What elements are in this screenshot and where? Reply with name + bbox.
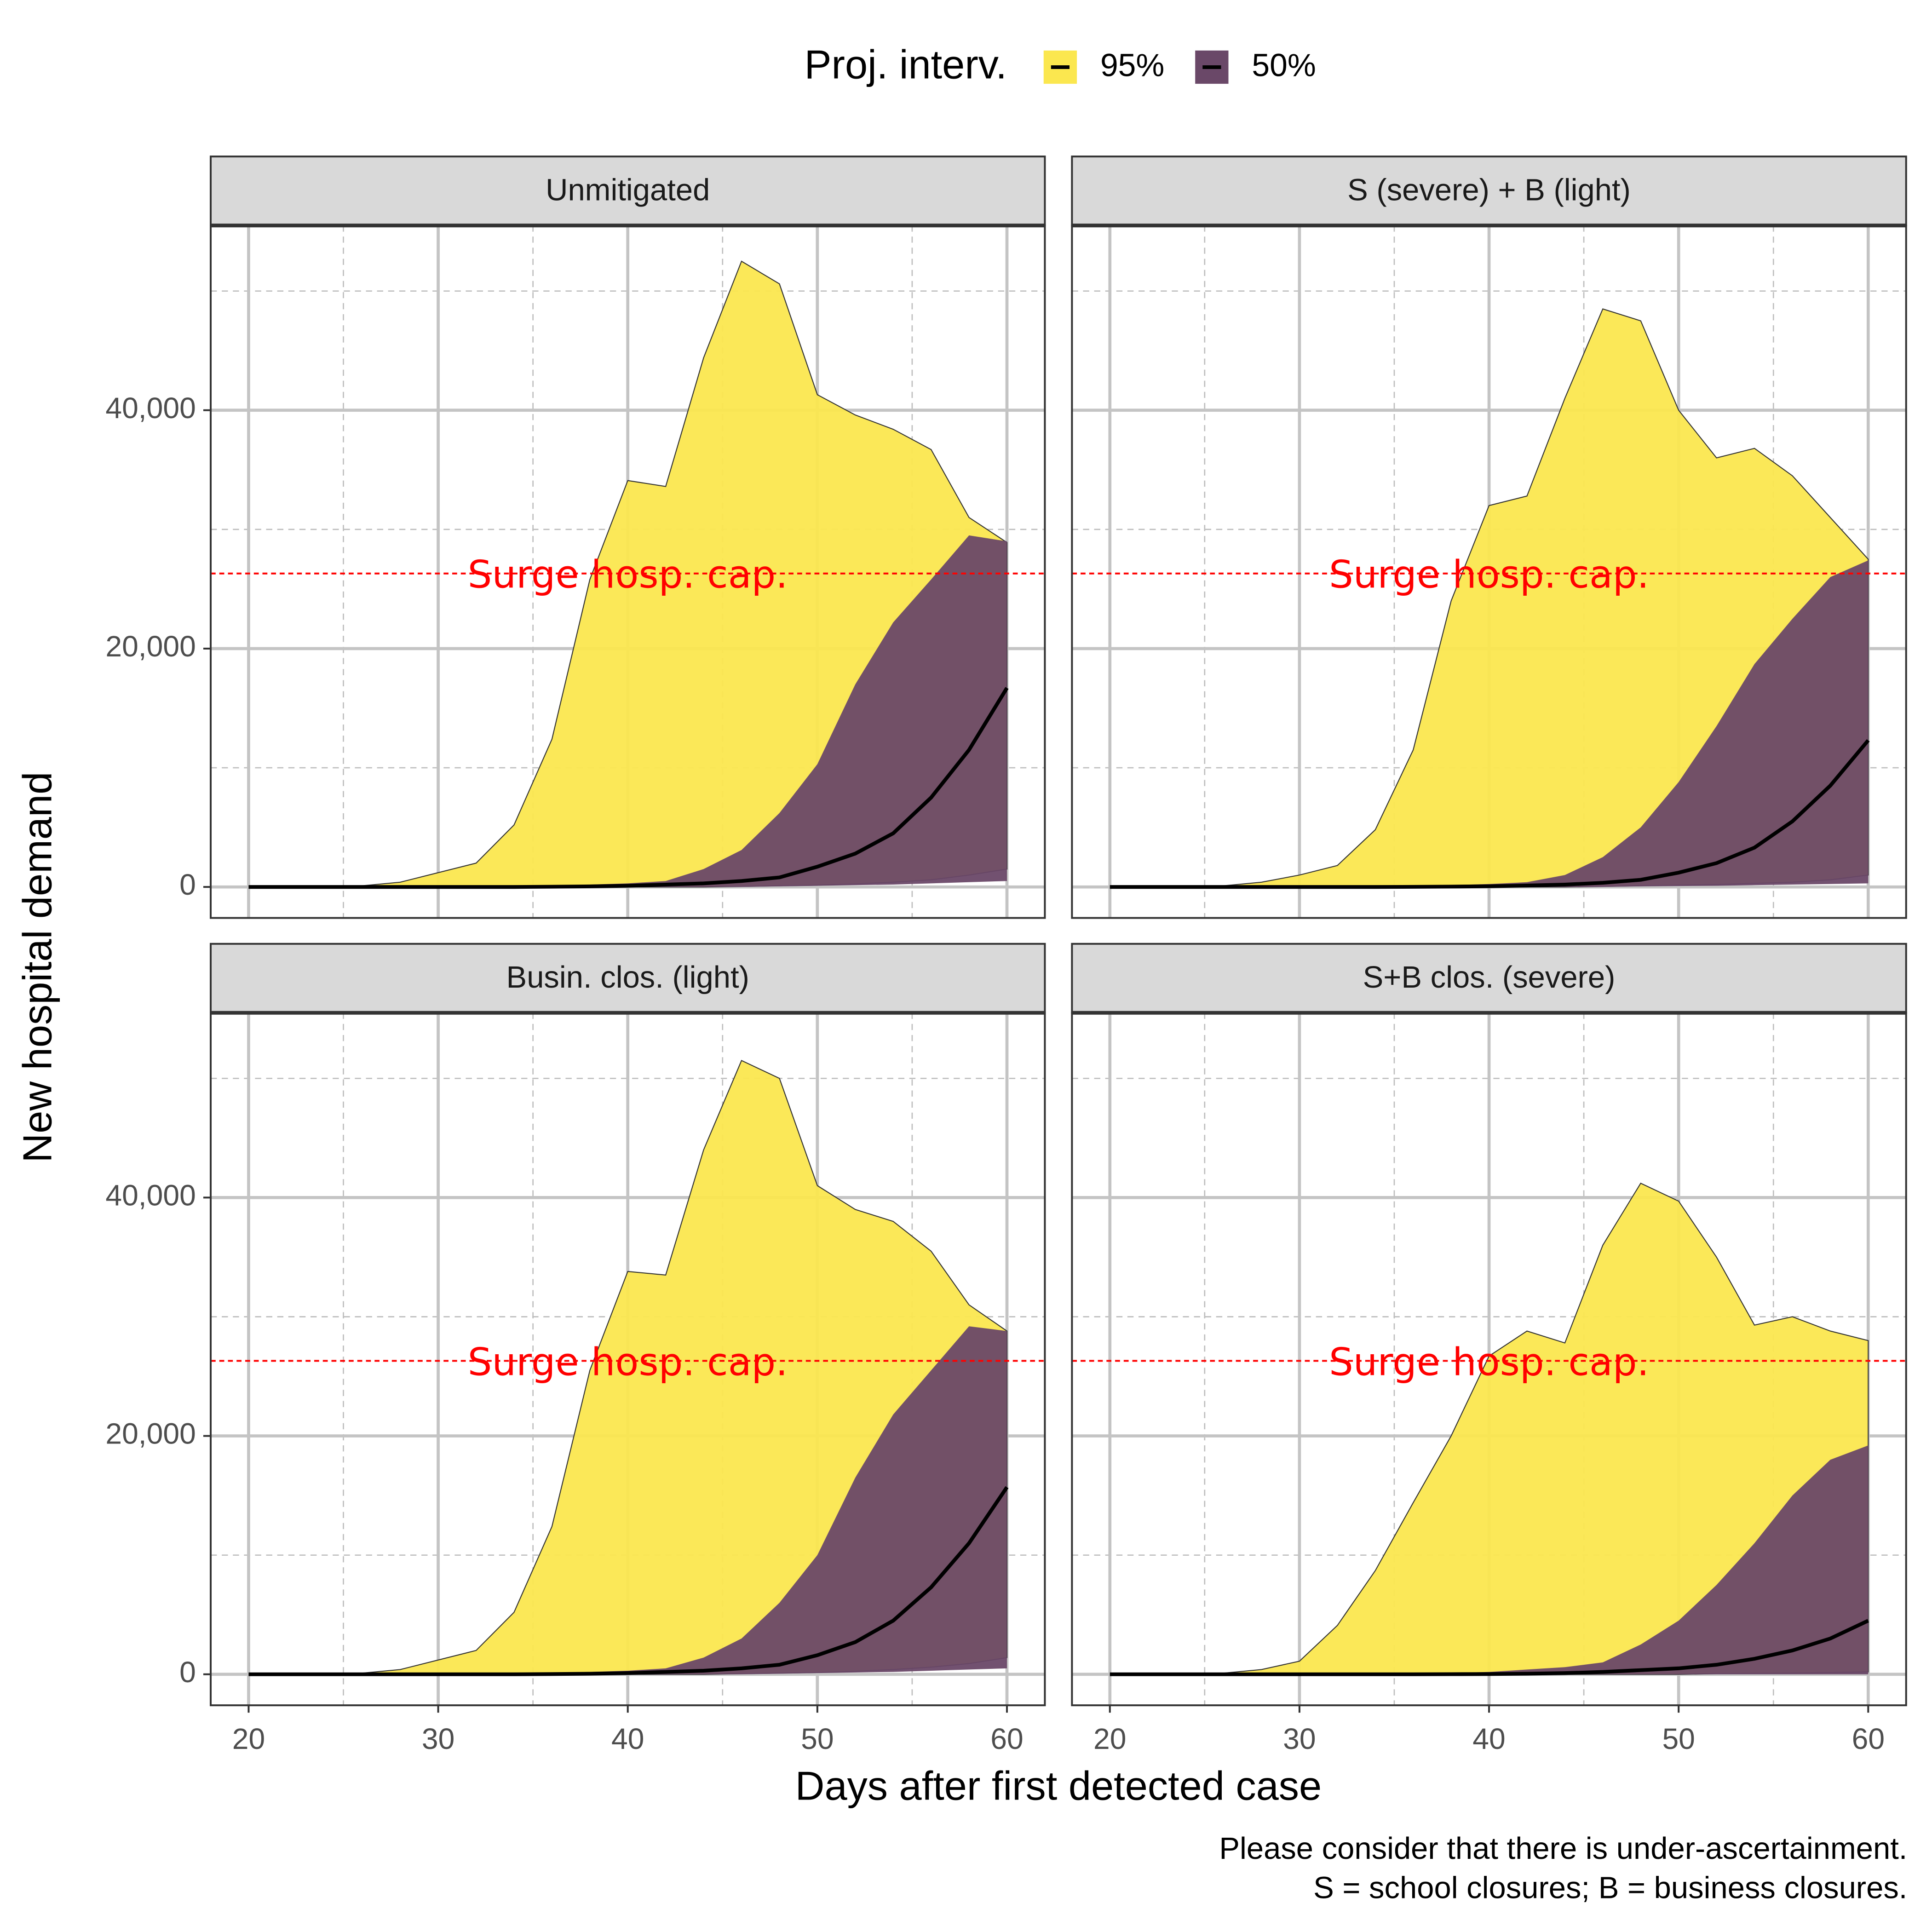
x-tick-label: 50 <box>1662 1722 1695 1755</box>
interval-band <box>248 1326 1007 1674</box>
strip-title: Busin. clos. (light) <box>506 960 749 995</box>
y-tick-label: 20,000 <box>105 630 196 663</box>
annotation: Surge hosp. cap. <box>1329 1340 1649 1384</box>
x-axis-title: Days after first detected case <box>795 1763 1322 1809</box>
panel: 0 20,000 40,000 Surge hosp. cap. Unmitigated <box>105 155 1046 919</box>
x-tick-label: 30 <box>1283 1722 1316 1755</box>
strip-title: S+B clos. (severe) <box>1363 960 1616 995</box>
median-line <box>248 687 1009 889</box>
annotation: Surge hosp. cap. <box>468 552 788 597</box>
strip <box>210 943 1046 1014</box>
y-tick-label: 40,000 <box>105 391 196 425</box>
x-tick-label: 40 <box>1472 1722 1505 1755</box>
x-tick-label: 60 <box>1852 1722 1885 1755</box>
strip <box>210 155 1046 227</box>
caption-line: S = school closures; B = business closur… <box>1313 1871 1907 1905</box>
x-tick-label: 20 <box>232 1722 265 1755</box>
panel: 0 20,000 40,000 20 30 40 50 60 Surge hosp. cap. B… <box>105 943 1046 1755</box>
legend-label: 95% <box>1100 47 1164 83</box>
strip <box>1071 943 1907 1014</box>
annotation: Surge hosp. cap. <box>1329 552 1649 597</box>
y-axis-title: New hospital demand <box>15 772 60 1163</box>
y-tick-label: 40,000 <box>105 1179 196 1212</box>
median-line <box>1110 1619 1869 1676</box>
y-tick-label: 20,000 <box>105 1417 196 1450</box>
y-tick-label: 0 <box>179 868 196 901</box>
strip-title: Unmitigated <box>546 173 710 207</box>
median-line <box>1110 739 1870 889</box>
x-tick-label: 20 <box>1093 1722 1126 1755</box>
panel: 20 30 40 50 60 Surge hosp. cap. S+B clos. (sev… <box>1071 943 1907 1755</box>
x-tick-label: 50 <box>801 1722 834 1755</box>
annotation: Surge hosp. cap. <box>468 1340 788 1384</box>
y-tick-label: 0 <box>179 1656 196 1689</box>
caption-line: Please consider that there is under-asce… <box>1219 1831 1907 1866</box>
interval-band <box>248 535 1007 887</box>
interval-band <box>1110 560 1869 887</box>
x-tick-label: 60 <box>990 1722 1023 1755</box>
strip-title: S (severe) + B (light) <box>1347 173 1631 207</box>
x-tick-label: 40 <box>611 1722 644 1755</box>
legend-label: 50% <box>1252 47 1316 83</box>
x-tick-label: 30 <box>422 1722 454 1755</box>
legend-title: Proj. interv. <box>805 42 1007 87</box>
median-line <box>248 1486 1009 1676</box>
panel: Surge hosp. cap. S (severe) + B (light) <box>1071 155 1907 919</box>
strip <box>1071 155 1907 227</box>
